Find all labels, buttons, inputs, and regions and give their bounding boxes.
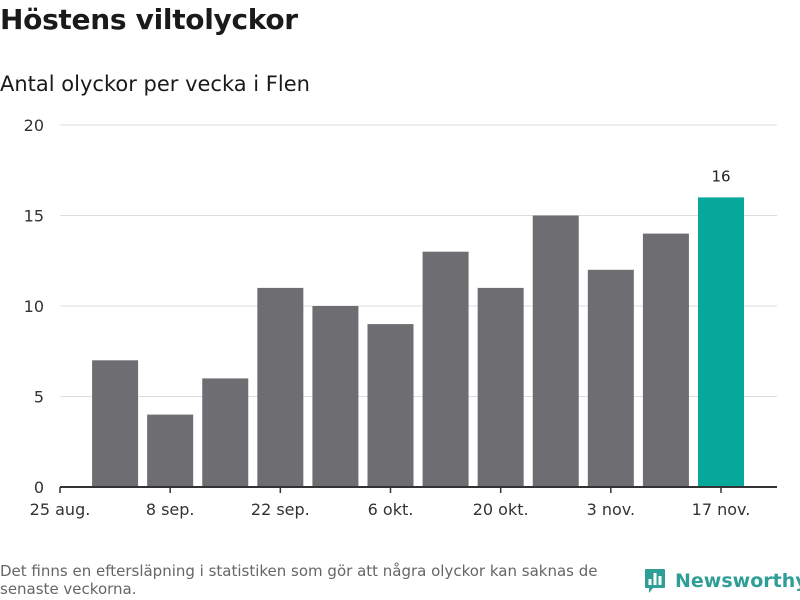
bar-chart-icon (645, 569, 665, 593)
bar (422, 251, 469, 487)
footnote: Det finns en eftersläpning i statistiken… (0, 562, 598, 598)
brand-name: Newsworthy (675, 570, 800, 592)
chart-subtitle: Antal olyckor per vecka i Flen (0, 72, 310, 96)
bar (257, 287, 304, 487)
bar (202, 378, 249, 487)
x-tick-label: 6 okt. (368, 500, 414, 519)
y-tick-label: 10 (24, 297, 44, 316)
bar (147, 414, 194, 487)
y-tick-label: 5 (34, 388, 44, 407)
y-tick-label: 15 (24, 207, 44, 226)
x-tick-label: 25 aug. (30, 500, 91, 519)
bar (642, 233, 689, 487)
y-tick-label: 20 (24, 116, 44, 135)
bar (477, 287, 524, 487)
chart-title: Höstens viltolyckor (0, 3, 298, 36)
brand-logo: Newsworthy (644, 568, 800, 594)
bar (587, 269, 634, 487)
bar (698, 197, 744, 487)
x-tick-label: 3 nov. (587, 500, 636, 519)
x-tick-label: 8 sep. (146, 500, 195, 519)
x-tick-label: 17 nov. (692, 500, 751, 519)
bar (532, 215, 579, 487)
bar (92, 360, 139, 487)
x-tick-label: 22 sep. (251, 500, 310, 519)
bar-chart: 0 5 10 15 20 16 25 aug. 8 sep. 22 sep. 6 okt. 20 o… (24, 116, 777, 519)
bar (312, 306, 359, 487)
data-label: 16 (711, 167, 730, 185)
x-tick-label: 20 okt. (473, 500, 529, 519)
y-tick-label: 0 (34, 478, 44, 497)
bar (367, 324, 414, 487)
